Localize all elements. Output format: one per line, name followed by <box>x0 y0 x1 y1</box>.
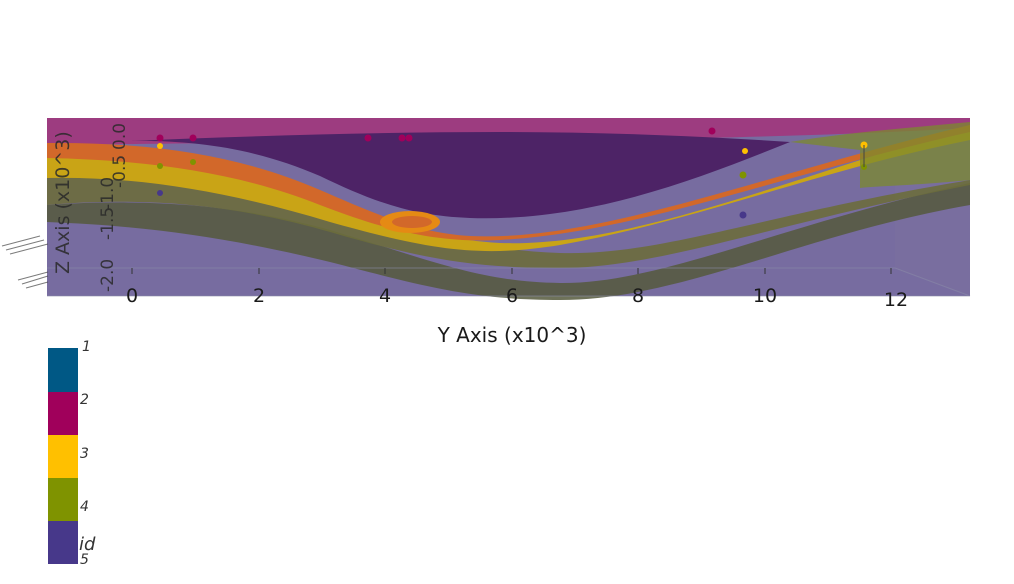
y-tick-label: 6 <box>506 285 518 307</box>
legend-swatch-2 <box>48 392 78 435</box>
color-legend <box>48 348 108 564</box>
x-axis-edge-ticks <box>1 235 49 289</box>
point-marker <box>739 211 747 219</box>
legend-label-4: 4 <box>80 499 89 515</box>
point-marker <box>364 134 372 142</box>
legend-label-3: 3 <box>80 446 89 462</box>
legend-swatch-4 <box>48 478 78 521</box>
y-tick-label: 10 <box>753 285 777 307</box>
legend-swatch-5 <box>48 521 78 564</box>
y-tick-label: 12 <box>884 289 908 311</box>
point-marker <box>157 163 163 169</box>
point-marker <box>398 134 406 142</box>
point-marker <box>156 134 164 142</box>
axis-grid <box>47 267 971 297</box>
z-tick-label: -1.0 <box>98 177 118 210</box>
point-marker <box>189 134 197 142</box>
y-axis-title: Y Axis (x10^3) <box>437 323 587 347</box>
point-marker <box>739 171 747 179</box>
z-tick-label: -2.0 <box>98 259 118 292</box>
legend-label-5: 5 <box>80 552 89 568</box>
right-olive-band <box>790 122 970 188</box>
layer-3-surface <box>47 125 970 252</box>
legend-swatch-1 <box>48 348 78 392</box>
point-marker <box>157 190 163 196</box>
y-tick-label: 2 <box>253 285 265 307</box>
legend-label-2: 2 <box>80 392 89 408</box>
z-tick-labels: 0.0 -0.5 -1.0 -1.5 -2.0 <box>98 123 130 292</box>
y-tick-label: 4 <box>379 285 391 307</box>
z-axis-group: Z Axis (x10^3) <box>52 131 74 274</box>
y-tick-label: 0 <box>126 285 138 307</box>
data-points <box>156 127 868 219</box>
z-tick-label: 0.0 <box>110 123 130 150</box>
layer-4-surface <box>47 183 970 300</box>
point-marker <box>190 159 196 165</box>
y-tick-label: 8 <box>632 285 644 307</box>
legend-title: id <box>79 534 96 555</box>
legend-label-1: 1 <box>82 339 91 355</box>
z-tick-label: -1.5 <box>98 207 118 240</box>
point-marker <box>742 148 748 154</box>
z-tick-label: -0.5 <box>110 155 130 188</box>
y-axis-ticks <box>131 268 892 274</box>
point-marker <box>708 127 716 135</box>
point-marker <box>157 143 163 149</box>
legend-swatch-3 <box>48 435 78 478</box>
orange-blob-core <box>392 216 432 228</box>
z-axis-title: Z Axis (x10^3) <box>52 131 74 274</box>
point-marker <box>405 134 413 142</box>
layer-purple-core <box>130 132 790 219</box>
